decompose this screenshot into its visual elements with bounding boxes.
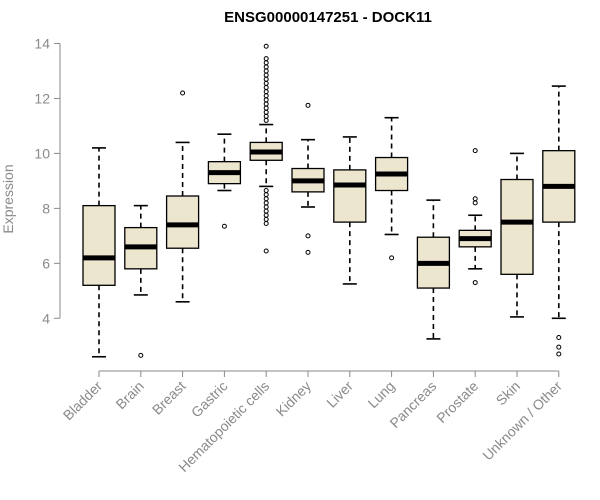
outlier-point — [263, 60, 269, 66]
x-tick-label: Breast — [149, 378, 189, 418]
box-iqr — [165, 195, 200, 249]
x-tick-label: Bladder — [60, 378, 106, 424]
outlier-point — [263, 200, 269, 206]
y-tick-label: 6 — [42, 255, 50, 271]
outlier-point — [263, 97, 269, 103]
y-tick-label: 12 — [34, 90, 50, 106]
box-iqr — [82, 204, 116, 286]
outlier-point — [263, 93, 269, 99]
outlier-point — [263, 56, 269, 62]
outlier-point — [472, 280, 478, 286]
outlier-point — [263, 80, 269, 86]
outlier-point — [180, 90, 186, 96]
outlier-point — [263, 76, 269, 82]
x-tick-label: Unknown / Other — [479, 378, 565, 464]
box-group — [333, 136, 367, 285]
box-group — [500, 152, 534, 318]
y-tick-label: 8 — [42, 200, 50, 216]
box-group — [416, 199, 451, 340]
outlier-point — [472, 196, 478, 202]
outlier-point — [263, 216, 269, 222]
box-group — [458, 148, 492, 286]
box-group — [374, 116, 409, 261]
outlier-point — [263, 113, 269, 119]
box-group — [291, 102, 325, 255]
outlier-point — [556, 335, 562, 341]
outlier-point — [389, 255, 395, 261]
outlier-point — [263, 196, 269, 202]
outlier-point — [221, 223, 227, 229]
outlier-point — [263, 117, 269, 123]
outlier-point — [305, 233, 311, 239]
x-tick-label: Kidney — [273, 378, 315, 420]
outlier-point — [556, 344, 562, 350]
outlier-point — [263, 72, 269, 78]
outlier-point — [263, 101, 269, 107]
box-group — [124, 204, 158, 358]
outlier-point — [263, 89, 269, 95]
x-tick-label: Liver — [323, 378, 356, 411]
outlier-point — [263, 43, 269, 49]
outlier-point — [263, 64, 269, 70]
outlier-point — [556, 351, 562, 357]
box-group — [249, 43, 283, 254]
chart-title: ENSG00000147251 - DOCK11 — [224, 9, 432, 26]
y-tick-label: 14 — [34, 35, 50, 51]
x-tick-label: Skin — [493, 378, 524, 409]
box-iqr — [333, 169, 367, 223]
outlier-point — [263, 220, 269, 226]
outlier-point — [305, 102, 311, 108]
outlier-point — [263, 109, 269, 115]
box-series — [82, 43, 576, 358]
outlier-point — [263, 84, 269, 90]
y-axis-title: Expression — [0, 164, 16, 233]
y-tick-label: 10 — [34, 145, 50, 161]
outlier-point — [263, 204, 269, 210]
outlier-point — [263, 248, 269, 254]
outlier-point — [472, 200, 478, 206]
box-group — [82, 147, 116, 358]
outlier-point — [263, 188, 269, 194]
y-axis-ticks: 4 6 8 10 12 14 — [34, 35, 60, 326]
outlier-point — [263, 68, 269, 74]
outlier-point — [263, 192, 269, 198]
x-tick-label: Lung — [364, 378, 397, 411]
x-tick-label: Brain — [112, 378, 146, 412]
outlier-point — [305, 249, 311, 255]
outlier-point — [263, 212, 269, 218]
box-iqr — [500, 178, 534, 275]
outlier-point — [263, 208, 269, 214]
box-group — [165, 90, 200, 303]
box-group — [542, 85, 576, 357]
outlier-point — [138, 352, 144, 358]
outlier-point — [263, 105, 269, 111]
y-tick-label: 4 — [42, 310, 50, 326]
x-tick-label: Prostate — [433, 378, 481, 426]
box-group — [207, 133, 242, 229]
outlier-point — [472, 148, 478, 154]
